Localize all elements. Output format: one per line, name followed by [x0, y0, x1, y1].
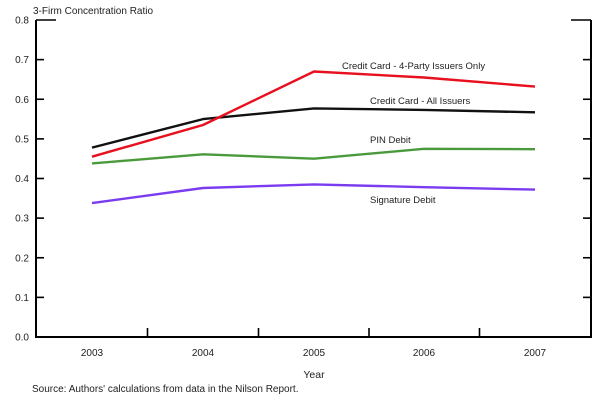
axes — [35, 19, 592, 338]
series-line-credit-card-4-party-issuers-only — [91, 70, 536, 158]
y-tick-labels: 0.0 0.1 0.2 0.3 0.4 0.5 0.6 0.7 0.8 — [15, 16, 29, 344]
y-tick-label: 0.5 — [15, 134, 29, 145]
series-lines — [91, 70, 536, 205]
series-line-signature-debit — [91, 183, 536, 205]
y-tick-label: 0.4 — [15, 174, 29, 185]
series-line-pin-debit — [91, 147, 536, 165]
y-tick-label: 0.0 — [15, 333, 29, 344]
x-tick-label: 2006 — [413, 348, 436, 359]
series-label-credit-card-all-issuers: Credit Card - All Issuers — [370, 96, 471, 107]
x-axis-label: Year — [303, 369, 325, 381]
y-tick-label: 0.7 — [15, 55, 29, 66]
series-label-pin-debit: PIN Debit — [370, 135, 411, 146]
y-axis-label: 3-Firm Concentration Ratio — [33, 6, 153, 17]
series-label-signature-debit: Signature Debit — [370, 195, 436, 206]
y-tick-label: 0.3 — [15, 214, 29, 225]
x-tick-label: 2004 — [192, 348, 215, 359]
series-line-credit-card-all-issuers — [91, 107, 536, 149]
source-note: Source: Authors' calculations from data … — [32, 384, 299, 395]
x-tick-label: 2007 — [524, 348, 547, 359]
y-tick-label: 0.2 — [15, 253, 29, 264]
x-tick-label: 2003 — [81, 348, 104, 359]
series-labels: Credit Card - 4-Party Issuers Only Credit… — [342, 61, 485, 206]
y-tick-label: 0.8 — [15, 16, 29, 27]
y-tick-label: 0.1 — [15, 293, 29, 304]
series-label-credit-card-4-party-issuers-only: Credit Card - 4-Party Issuers Only — [342, 61, 485, 72]
x-tick-label: 2005 — [303, 348, 326, 359]
y-tick-label: 0.6 — [15, 95, 29, 106]
x-tick-labels: 2003 2004 2005 2006 2007 — [81, 348, 547, 359]
